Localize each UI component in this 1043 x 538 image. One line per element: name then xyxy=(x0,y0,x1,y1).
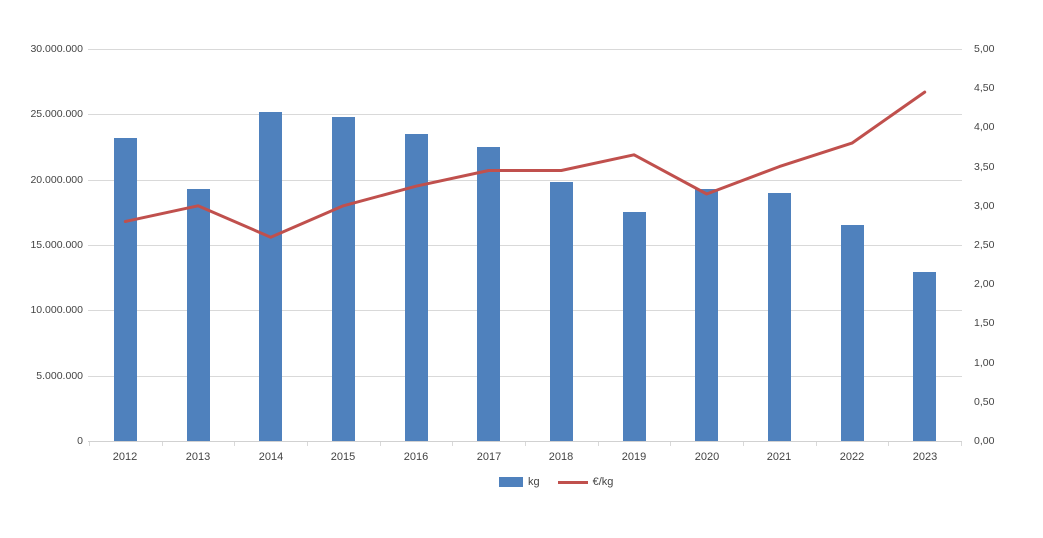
bar-2016 xyxy=(405,134,428,441)
gridline xyxy=(88,180,962,181)
x-axis-tick xyxy=(234,442,235,446)
legend-label-kg: kg xyxy=(528,476,540,488)
y-axis-left-tick-label: 0 xyxy=(77,435,83,447)
y-axis-left-tick-label: 25.000.000 xyxy=(30,108,83,120)
y-axis-right-tick-label: 3,50 xyxy=(974,161,995,173)
y-axis-right-tick-label: 0,50 xyxy=(974,396,995,408)
gridline xyxy=(88,310,962,311)
legend-line-swatch xyxy=(557,480,588,484)
x-axis-label-2020: 2020 xyxy=(694,451,720,463)
bar-2020 xyxy=(695,189,718,441)
bar-2018 xyxy=(550,182,573,441)
x-axis-tick xyxy=(670,442,671,446)
gridline xyxy=(88,49,962,50)
x-axis-tick xyxy=(888,442,889,446)
x-axis-tick xyxy=(307,442,308,446)
legend: kg €/kg xyxy=(499,476,613,488)
x-axis-label-2019: 2019 xyxy=(621,451,647,463)
gridline xyxy=(88,376,962,377)
x-axis-tick xyxy=(598,442,599,446)
y-axis-right-tick-label: 2,50 xyxy=(974,239,995,251)
y-axis-right-tick-label: 4,00 xyxy=(974,121,995,133)
y-axis-right-tick-label: 4,50 xyxy=(974,82,995,94)
y-axis-left-tick-label: 30.000.000 xyxy=(30,43,83,55)
x-axis-tick xyxy=(816,442,817,446)
legend-item-kg: kg xyxy=(499,476,540,488)
bar-2012 xyxy=(114,138,137,441)
y-axis-right-tick-label: 0,00 xyxy=(974,435,995,447)
y-axis-left-tick-label: 10.000.000 xyxy=(30,304,83,316)
bar-2022 xyxy=(841,225,864,441)
bar-2017 xyxy=(477,147,500,441)
x-axis-line xyxy=(88,441,962,442)
bar-2013 xyxy=(187,189,210,441)
y-axis-left-tick-label: 15.000.000 xyxy=(30,239,83,251)
gridline xyxy=(88,245,962,246)
x-axis-label-2013: 2013 xyxy=(185,451,211,463)
x-axis-tick xyxy=(89,442,90,446)
x-axis-label-2021: 2021 xyxy=(766,451,792,463)
x-axis-label-2022: 2022 xyxy=(839,451,865,463)
x-axis-tick xyxy=(380,442,381,446)
y-axis-right-tick-label: 5,00 xyxy=(974,43,995,55)
x-axis-label-2016: 2016 xyxy=(403,451,429,463)
y-axis-left-tick-label: 20.000.000 xyxy=(30,174,83,186)
x-axis-label-2014: 2014 xyxy=(258,451,284,463)
bar-2019 xyxy=(623,212,646,441)
x-axis-tick xyxy=(452,442,453,446)
x-axis-tick xyxy=(525,442,526,446)
bar-2014 xyxy=(259,112,282,441)
bar-2015 xyxy=(332,117,355,441)
legend-label-eur-per-kg: €/kg xyxy=(592,476,614,488)
x-axis-tick xyxy=(162,442,163,446)
legend-bar-swatch xyxy=(499,477,523,487)
x-axis-label-2023: 2023 xyxy=(912,451,938,463)
y-axis-right-tick-label: 2,00 xyxy=(974,278,995,290)
x-axis-label-2015: 2015 xyxy=(330,451,356,463)
x-axis-label-2018: 2018 xyxy=(548,451,574,463)
x-axis-tick xyxy=(961,442,962,446)
y-axis-right-tick-label: 3,00 xyxy=(974,200,995,212)
bar-2021 xyxy=(768,193,791,441)
y-axis-left-tick-label: 5.000.000 xyxy=(36,370,83,382)
bar-2023 xyxy=(913,272,936,441)
x-axis-label-2017: 2017 xyxy=(476,451,502,463)
x-axis-tick xyxy=(743,442,744,446)
y-axis-right-tick-label: 1,50 xyxy=(974,317,995,329)
gridline xyxy=(88,114,962,115)
legend-item-eur-per-kg: €/kg xyxy=(557,476,614,488)
y-axis-right-tick-label: 1,00 xyxy=(974,357,995,369)
x-axis-label-2012: 2012 xyxy=(112,451,138,463)
